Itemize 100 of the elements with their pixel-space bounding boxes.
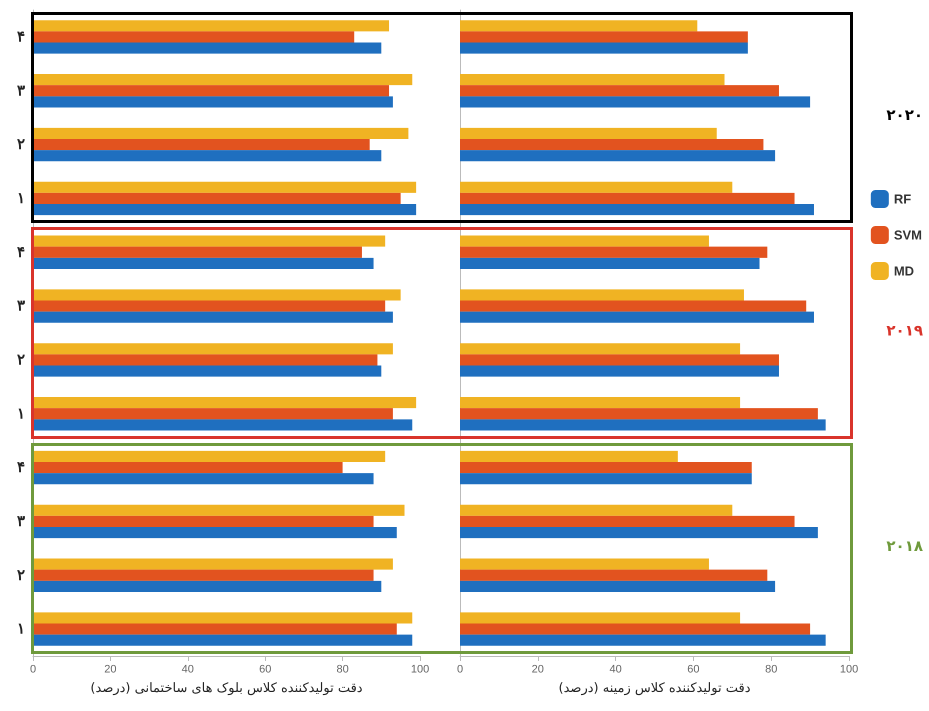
bar [460,258,760,269]
bar [33,312,393,323]
bar [460,31,748,42]
bar [33,504,405,516]
y-tick-label: ۲ [17,136,25,154]
y-tick-label: ۴ [17,28,25,46]
bar [460,139,764,150]
x-axis-title: دقت تولیدکننده کلاس بلوک های ساختمانی (درصد) [90,681,363,696]
bar [33,150,382,162]
bar [460,462,752,474]
bar [33,300,386,312]
bar [460,612,740,624]
bar [460,343,740,354]
bar [460,570,768,581]
bar [460,473,752,484]
bar [33,42,382,54]
bar [33,624,397,635]
bar [33,343,393,354]
y-tick-label: ۱ [17,620,25,638]
bar [460,182,732,193]
bar [460,74,725,86]
y-tick-label: ۳ [17,298,25,315]
bar [33,354,378,366]
text: ۲۰۱۸ [886,536,924,555]
x-tick-label: 0 [456,664,464,676]
bar [460,204,814,216]
bar [460,558,709,570]
bar [460,150,776,162]
bar [460,580,776,592]
bar [33,558,393,570]
bar [460,42,748,54]
x-tick-label: 0 [30,664,36,676]
bar [460,450,678,462]
bar [460,516,795,527]
bar [460,128,717,140]
text: ۲۰۲۰ [886,106,924,124]
x-axis-title: دقت تولیدکننده کلاس زمینه (درصد) [558,681,751,696]
x-tick-label: 40 [609,664,622,676]
bar [33,246,362,258]
y-tick-label: ۱ [17,190,25,207]
bar [33,20,390,32]
bar [33,204,416,216]
bar [33,31,354,42]
legend-label: RF [894,192,912,206]
bar [460,246,768,258]
bar [33,419,412,430]
bar [33,96,393,108]
bar [460,312,814,323]
x-tick-label: 80 [336,664,349,676]
bar [460,96,810,108]
bar [33,462,343,474]
bar [460,397,740,408]
bar [460,300,806,312]
y-tick-label: ۲ [17,566,25,584]
bar [33,473,374,484]
y-tick-label: ۱ [17,405,25,422]
bar [460,192,795,204]
text: ۲۰۱۹ [886,322,924,340]
y-tick-label: ۴ [17,244,25,261]
legend-label: MD [894,264,914,278]
bar [33,580,382,592]
bar [460,526,818,538]
bar [33,74,412,86]
x-tick-label: 80 [765,664,778,676]
legend-label: SVM [894,228,922,242]
bar [33,128,408,140]
bar [460,634,826,646]
bar [460,236,709,247]
x-tick-label: 100 [410,664,430,676]
bar [460,408,818,420]
bar [33,408,393,420]
bar [33,516,374,527]
bar [33,139,370,150]
bar [460,365,779,377]
bar [460,504,732,516]
y-tick-label: ۳ [17,82,25,100]
bar [33,526,397,538]
x-tick-label: 20 [532,664,544,676]
x-tick-label: 100 [840,664,858,676]
bar [33,634,412,646]
y-tick-label: ۴ [17,459,25,476]
bar [460,624,810,635]
y-tick-label: ۲ [17,351,25,368]
bar [33,365,382,377]
x-tick-label: 60 [259,664,272,676]
bar [33,450,386,462]
bar [460,354,779,366]
bar [33,612,412,624]
x-tick-label: 60 [687,664,700,676]
bar [460,20,698,32]
bar [33,192,401,204]
bar [33,236,386,247]
bar [33,397,416,408]
bar [33,182,416,193]
bar [33,570,374,581]
x-tick-label: 20 [104,664,117,676]
bar [460,289,744,301]
y-tick-label: ۳ [17,512,25,530]
bar [33,85,390,96]
bar [460,85,779,96]
